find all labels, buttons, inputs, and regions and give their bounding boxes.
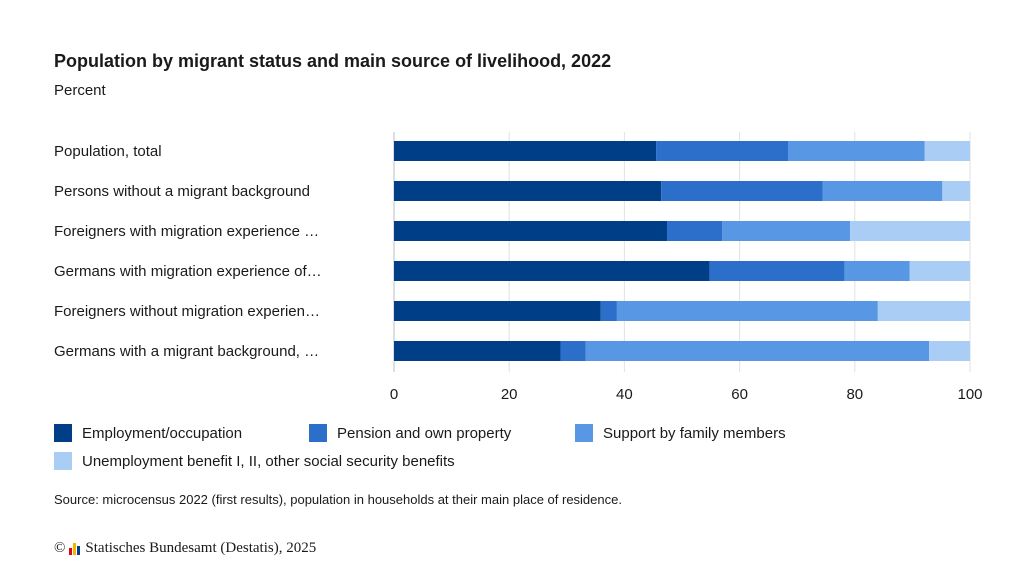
bar-segment[interactable] (600, 301, 617, 321)
legend-swatch-family-support (575, 424, 593, 442)
bar-segment[interactable] (656, 141, 788, 161)
legend-swatch-employment (54, 424, 72, 442)
legend-label-family-support: Support by family members (603, 424, 786, 442)
bar-segment[interactable] (394, 301, 601, 321)
legend-item-unemployment[interactable]: Unemployment benefit I, II, other social… (54, 452, 455, 470)
legend-item-family-support[interactable]: Support by family members (575, 424, 786, 442)
bar-segment[interactable] (394, 341, 561, 361)
source-note: Source: microcensus 2022 (first results)… (54, 492, 622, 507)
bar-segment[interactable] (844, 261, 910, 281)
bar-segment[interactable] (787, 141, 925, 161)
legend-swatch-pension (309, 424, 327, 442)
category-label: Foreigners with migration experience … (54, 223, 319, 240)
bar-segment[interactable] (394, 141, 657, 161)
x-tick-label: 40 (616, 386, 633, 403)
x-tick-label: 80 (846, 386, 863, 403)
bar-segment[interactable] (661, 181, 823, 201)
category-label: Foreigners without migration experien… (54, 303, 320, 320)
bar-segment[interactable] (667, 221, 723, 241)
x-tick-label: 0 (390, 386, 398, 403)
bar-segment[interactable] (909, 261, 970, 281)
bar-segment[interactable] (942, 181, 970, 201)
legend-label-pension: Pension and own property (337, 424, 512, 442)
bar-segment[interactable] (394, 261, 710, 281)
chart-title: Population by migrant status and main so… (54, 51, 612, 71)
category-label: Germans with a migrant background, … (54, 343, 319, 360)
bar-segment[interactable] (616, 301, 878, 321)
legend-label-unemployment: Unemployment benefit I, II, other social… (82, 452, 455, 470)
legend-item-pension[interactable]: Pension and own property (309, 424, 511, 442)
category-label: Germans with migration experience of… (54, 263, 322, 280)
copyright-text: Statisches Bundesamt (Destatis), 2025 (85, 540, 317, 556)
x-tick-label: 60 (731, 386, 748, 403)
bar-segment[interactable] (850, 221, 970, 241)
category-label: Population, total (54, 143, 162, 160)
copyright-symbol: © (54, 540, 66, 556)
bar-segment[interactable] (929, 341, 970, 361)
destatis-logo-icon (69, 542, 81, 555)
legend-item-employment[interactable]: Employment/occupation (54, 424, 242, 442)
bar-segment[interactable] (394, 221, 668, 241)
bar-segment[interactable] (709, 261, 845, 281)
category-label: Persons without a migrant background (54, 183, 310, 200)
legend-label-employment: Employment/occupation (82, 424, 243, 442)
x-tick-label: 100 (957, 386, 982, 403)
legend-swatch-unemployment (54, 452, 72, 470)
bar-segment[interactable] (560, 341, 586, 361)
stacked-bar-chart: 0 20 40 60 80 100 Population, total Persons wit… (54, 132, 983, 403)
chart-subtitle: Percent (54, 82, 106, 99)
bar-segment[interactable] (924, 141, 970, 161)
bar-segment[interactable] (585, 341, 930, 361)
bar-segment[interactable] (394, 181, 662, 201)
bar-segment[interactable] (822, 181, 943, 201)
bar-segment[interactable] (722, 221, 851, 241)
x-tick-label: 20 (501, 386, 518, 403)
bar-segment[interactable] (877, 301, 970, 321)
copyright: © Statisches Bundesamt (Destatis), 2025 (54, 540, 316, 557)
